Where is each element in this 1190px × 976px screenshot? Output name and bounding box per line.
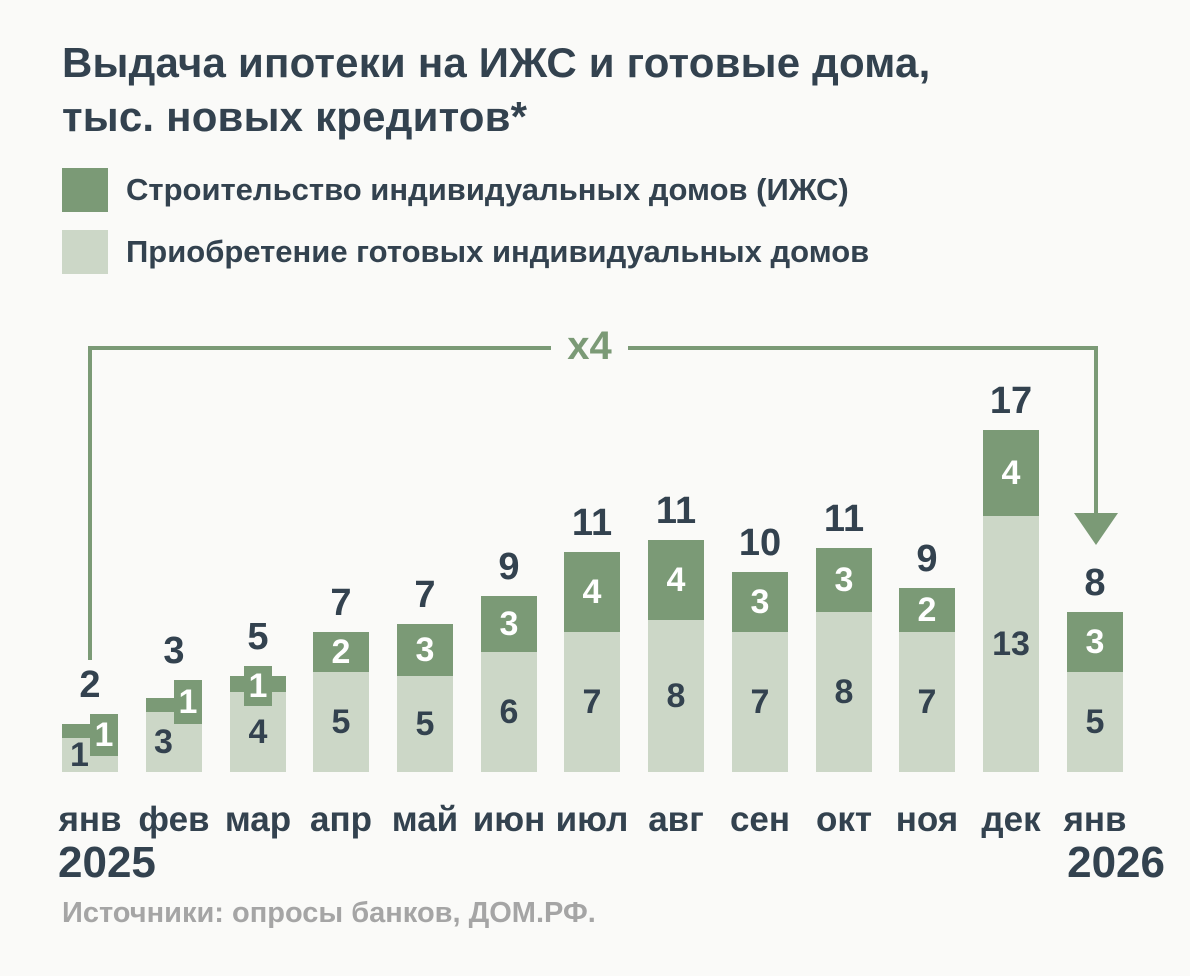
growth-annotation: x4 (567, 324, 612, 368)
bar-total-label: 9 (916, 538, 938, 580)
bar-dark-value: 2 (331, 633, 351, 671)
bar-light-segment: 8 (648, 620, 704, 772)
month-label: апр (310, 800, 372, 839)
bar-total-label: 5 (247, 616, 269, 658)
bar-dark-value-badge: 1 (174, 680, 202, 724)
bar-light-segment: 5 (313, 672, 369, 772)
month-label: июн (472, 800, 546, 839)
bar-dark-segment: 3 (1067, 612, 1123, 672)
bar-dark-value: 3 (750, 583, 770, 621)
down-arrow-icon (1074, 513, 1118, 545)
bar-dark-value: 3 (499, 605, 519, 643)
bar-dark-segment: 4 (564, 552, 620, 632)
bar-total-label: 7 (414, 574, 436, 616)
legend-label-ready-homes: Приобретение готовых индивидуальных домо… (126, 234, 870, 269)
bracket-arrow-shaft (1094, 346, 1098, 515)
source-note: Источники: опросы банков, ДОМ.РФ. (62, 897, 596, 929)
bar-light-value: 7 (917, 683, 937, 721)
legend-swatch-izhs (62, 168, 108, 212)
chart-title-line1: Выдача ипотеки на ИЖС и готовые дома, (62, 39, 931, 86)
legend-item-ready-homes: Приобретение готовых индивидуальных домо… (62, 230, 869, 274)
bar-light-value: 3 (154, 723, 173, 761)
month-label: мар (224, 800, 292, 839)
legend-item-izhs: Строительство индивидуальных домов (ИЖС) (62, 168, 849, 212)
month-label: фев (138, 800, 210, 839)
bar-dark-segment: 3 (481, 596, 537, 652)
bar-light-value: 7 (750, 683, 770, 721)
bar-total-label: 11 (571, 502, 613, 544)
bar-total-label: 9 (498, 546, 520, 588)
bracket-left-vertical (88, 346, 92, 660)
bar-light-value: 5 (415, 705, 435, 743)
bar-dark-value: 3 (415, 631, 435, 669)
month-label: окт (815, 800, 873, 839)
bar-light-value: 8 (834, 673, 854, 711)
bar-light-value: 5 (1085, 703, 1105, 741)
bar-light-segment: 5 (1067, 672, 1123, 772)
bar-dark-value: 4 (582, 573, 602, 611)
month-label: май (391, 800, 459, 839)
bar-light-segment: 7 (732, 632, 788, 772)
bar-dark-segment: 4 (648, 540, 704, 620)
bar-light-value: 13 (992, 625, 1030, 663)
bar-total-label: 8 (1084, 562, 1106, 604)
bar-light-value: 1 (70, 736, 89, 774)
month-label: янв (58, 800, 122, 839)
bar-dark-value: 3 (1085, 623, 1105, 661)
month-label: июл (555, 800, 629, 839)
bar-dark-value: 4 (666, 561, 686, 599)
bar-dark-value-badge: 1 (244, 666, 272, 706)
bar-total-label: 10 (738, 522, 782, 564)
bar-total-label: 17 (989, 380, 1033, 422)
bracket-line-right (628, 346, 1098, 350)
bar-dark-segment: 2 (899, 588, 955, 632)
bar-total-label: 11 (823, 498, 865, 540)
bar-light-segment: 8 (816, 612, 872, 772)
bar-dark-segment: 3 (816, 548, 872, 612)
bar-light-segment: 7 (564, 632, 620, 772)
month-label: авг (648, 800, 704, 839)
chart-title: Выдача ипотеки на ИЖС и готовые дома, ты… (62, 36, 930, 144)
bar-dark-value: 2 (917, 591, 937, 629)
year-label-2025: 2025 (58, 838, 156, 887)
bar-light-segment: 5 (397, 676, 453, 772)
chart-title-line2: тыс. новых кредитов* (62, 93, 528, 140)
bar-light-value: 4 (248, 713, 268, 751)
bar-total-label: 3 (163, 630, 185, 672)
bar-light-value: 6 (499, 693, 519, 731)
bracket-line-left (88, 346, 551, 350)
bar-dark-value: 4 (1001, 454, 1021, 492)
bar-dark-segment: 3 (397, 624, 453, 676)
bar-light-value: 5 (331, 703, 351, 741)
month-label: ноя (895, 800, 959, 839)
bar-total-label: 7 (330, 582, 352, 624)
bar-dark-segment: 4 (983, 430, 1039, 516)
bar-light-value: 8 (666, 677, 686, 715)
bar-dark-value: 3 (834, 561, 854, 599)
month-label: дек (981, 800, 1041, 839)
bar-light-value: 7 (582, 683, 602, 721)
bar-light-segment: 13 (983, 516, 1039, 772)
legend-label-izhs: Строительство индивидуальных домов (ИЖС) (126, 172, 849, 207)
legend-swatch-ready-homes (62, 230, 108, 274)
month-label: сен (729, 800, 791, 839)
year-label-2026: 2026 (1067, 838, 1165, 887)
bar-dark-value-badge: 1 (90, 714, 118, 756)
bar-dark-segment: 2 (313, 632, 369, 672)
bar-light-segment: 6 (481, 652, 537, 772)
bar-total-label: 11 (655, 490, 697, 532)
bar-dark-segment: 3 (732, 572, 788, 632)
month-label: янв (1063, 800, 1127, 839)
bar-light-segment: 7 (899, 632, 955, 772)
bar-total-label: 2 (79, 664, 101, 706)
